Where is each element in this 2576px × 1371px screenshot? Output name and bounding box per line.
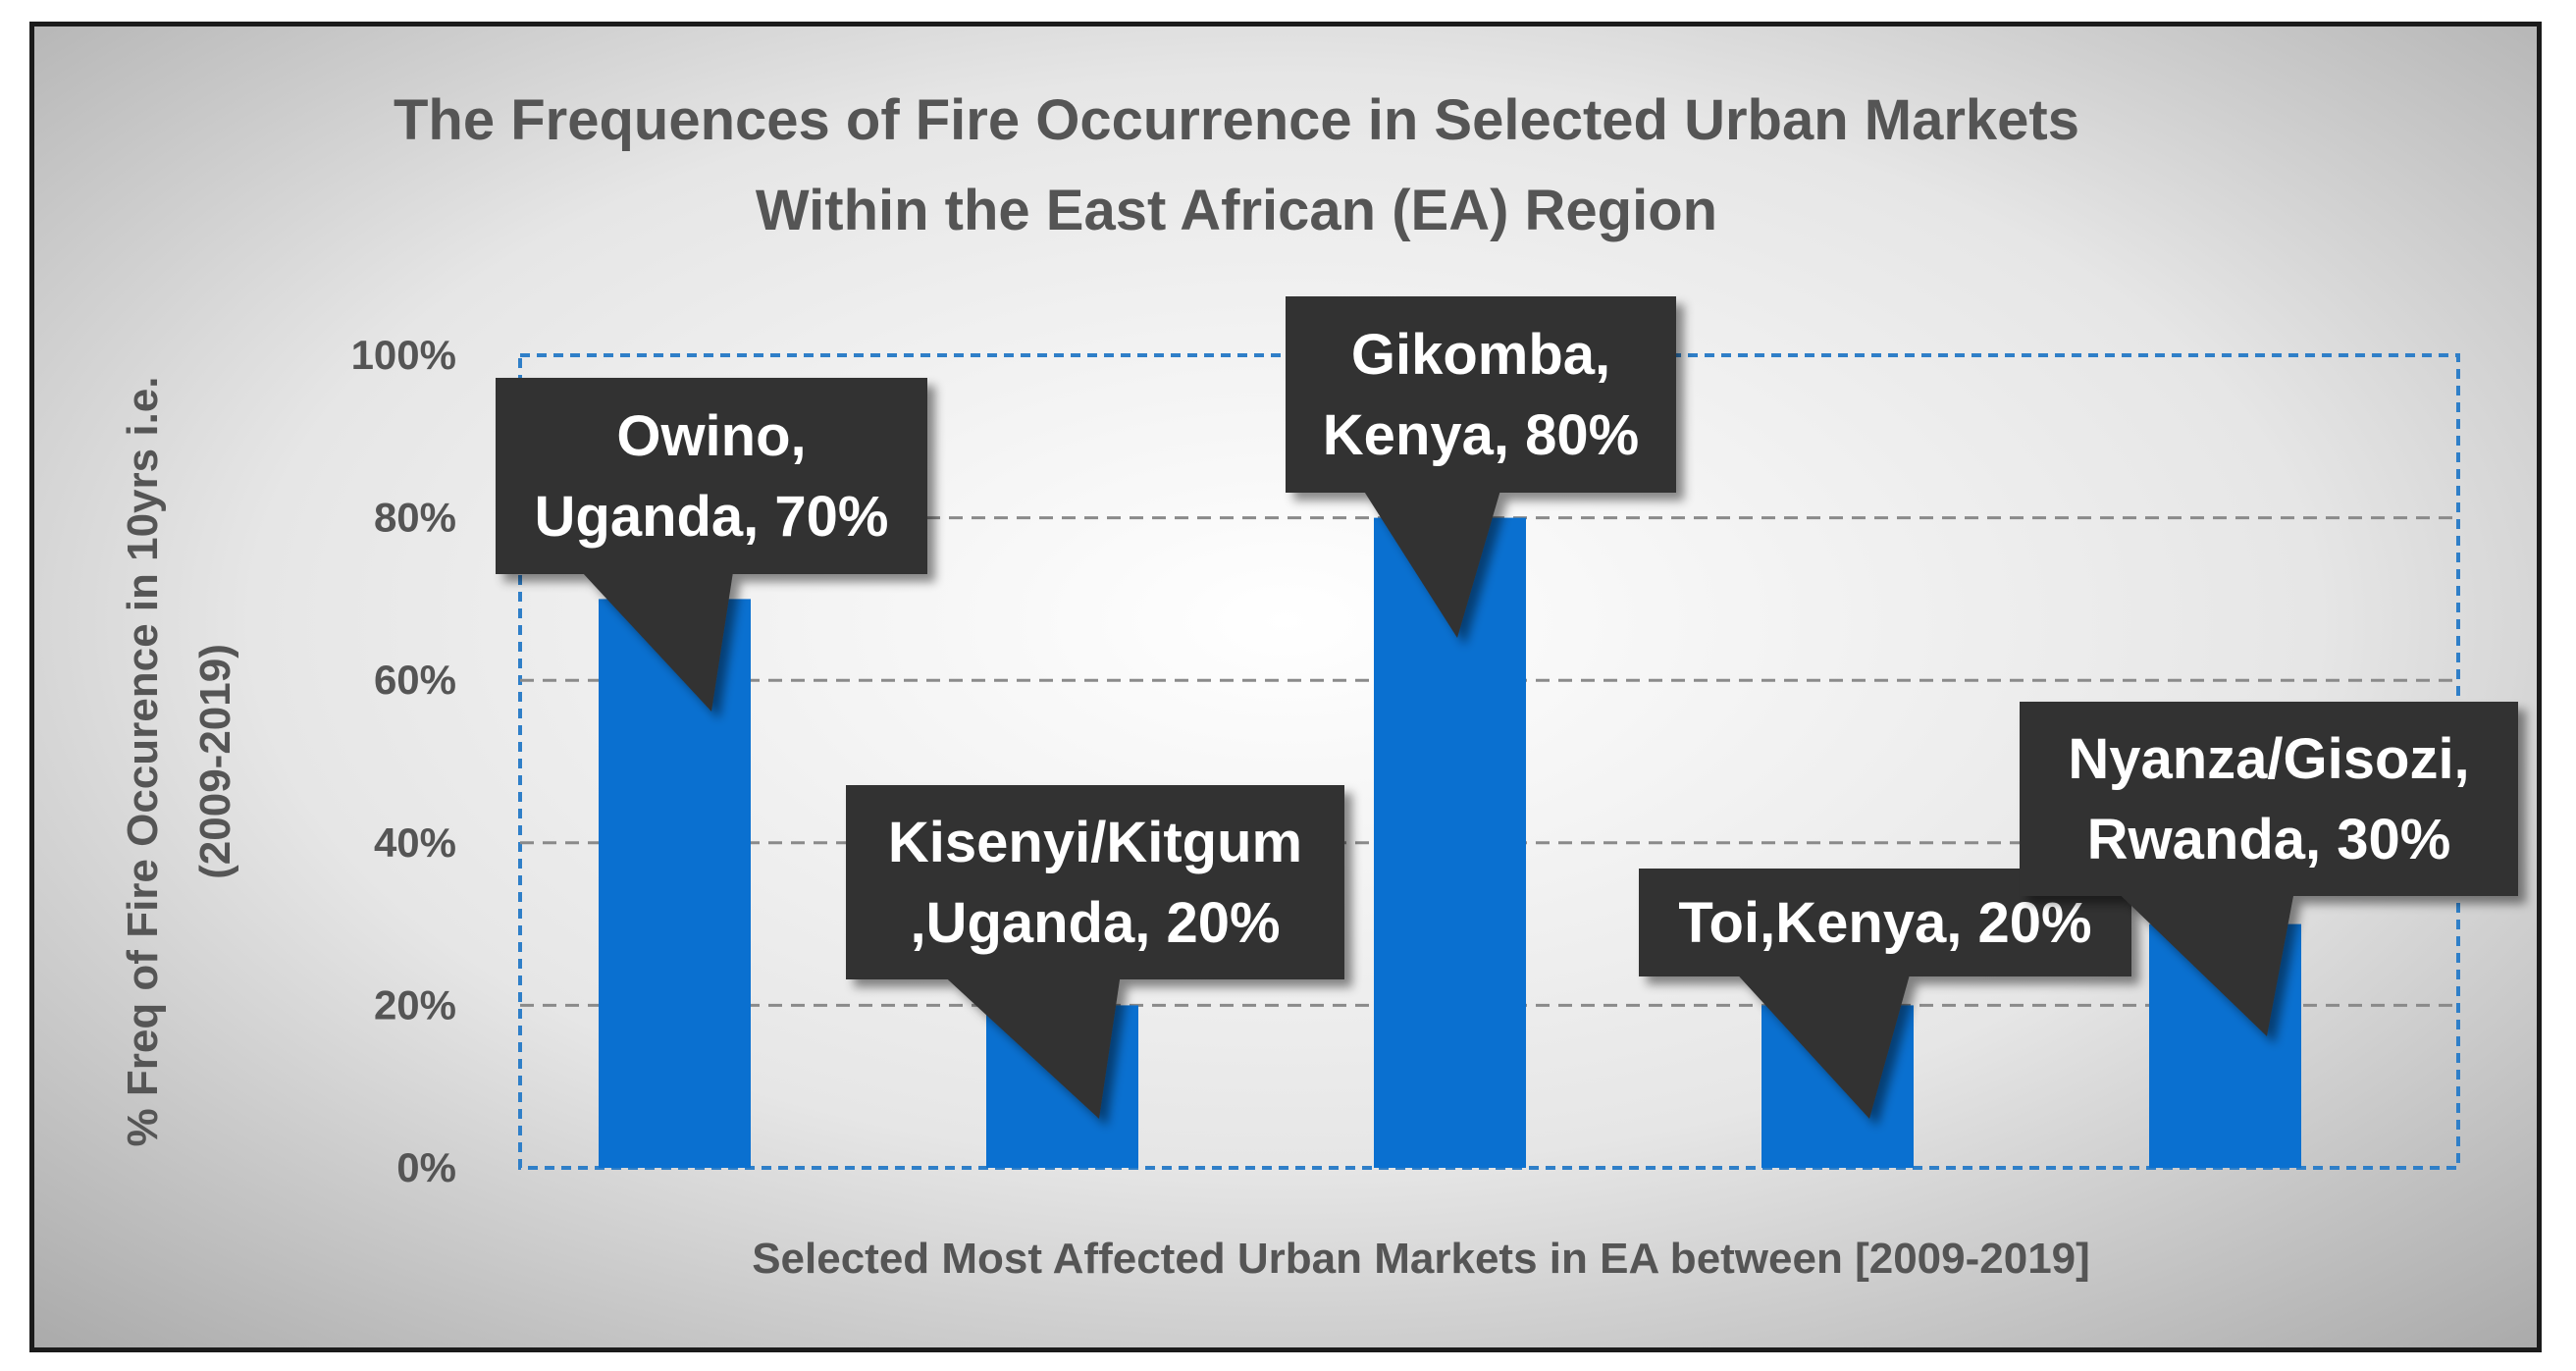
data-label: Kisenyi/Kitgum: [888, 811, 1302, 874]
chart-background: [34, 26, 2537, 1347]
data-label-callout: [496, 378, 927, 712]
chart-title-line: The Frequences of Fire Occurrence in Sel…: [394, 88, 2079, 152]
y-axis-label-line: (2009-2019): [191, 644, 239, 879]
y-axis-label: % Freq of Fire Occurence in 10yrs i.e. (2…: [119, 377, 239, 1147]
x-axis-label: Selected Most Affected Urban Markets in …: [752, 1235, 2090, 1283]
data-label: Uganda, 70%: [535, 485, 889, 549]
callout-pointer: [1737, 975, 1911, 1119]
y-tick-label: 0%: [396, 1144, 456, 1190]
callout-box: [1286, 296, 1676, 493]
data-label: Rwanda, 30%: [2087, 808, 2451, 871]
y-tick-label: 80%: [374, 495, 456, 541]
data-label: ,Uganda, 20%: [910, 891, 1280, 955]
callout-box: [2020, 702, 2518, 896]
chart-title-line: Within the East African (EA) Region: [756, 179, 1717, 242]
bar: [599, 599, 751, 1168]
data-label: Gikomba,: [1351, 323, 1610, 387]
data-label: Owino,: [616, 404, 806, 468]
data-label-callout: [2020, 702, 2518, 1036]
chart-title: The Frequences of Fire Occurrence in Sel…: [394, 88, 2079, 242]
callout-pointer: [2119, 894, 2294, 1036]
callout-box: [846, 785, 1344, 979]
callout-pointer: [1363, 491, 1500, 638]
callout-pointer: [582, 572, 733, 712]
data-label-callout: [1286, 296, 1676, 638]
data-label-callout: [846, 785, 1344, 1119]
y-axis-label-line: % Freq of Fire Occurence in 10yrs i.e.: [119, 377, 167, 1147]
y-tick-label: 60%: [374, 657, 456, 703]
y-tick-label: 100%: [351, 332, 456, 378]
callout-pointer: [945, 977, 1121, 1119]
data-label: Nyanza/Gisozi,: [2068, 727, 2469, 791]
data-label: Toi,Kenya, 20%: [1678, 891, 2091, 955]
y-tick-label: 20%: [374, 981, 456, 1028]
y-tick-label: 40%: [374, 819, 456, 866]
chart-frame: [29, 22, 2542, 1352]
data-label: Kenya, 80%: [1323, 403, 1639, 467]
callout-box: [496, 378, 927, 574]
data-labels: Owino, Uganda, 70% Kisenyi/Kitgum ,Uganda, …: [496, 296, 2518, 1119]
y-axis-ticks: 0% 20% 40% 60% 80% 100%: [351, 332, 456, 1190]
x-axis-label: Selected Most Affected Urban Markets in …: [752, 1235, 2090, 1283]
